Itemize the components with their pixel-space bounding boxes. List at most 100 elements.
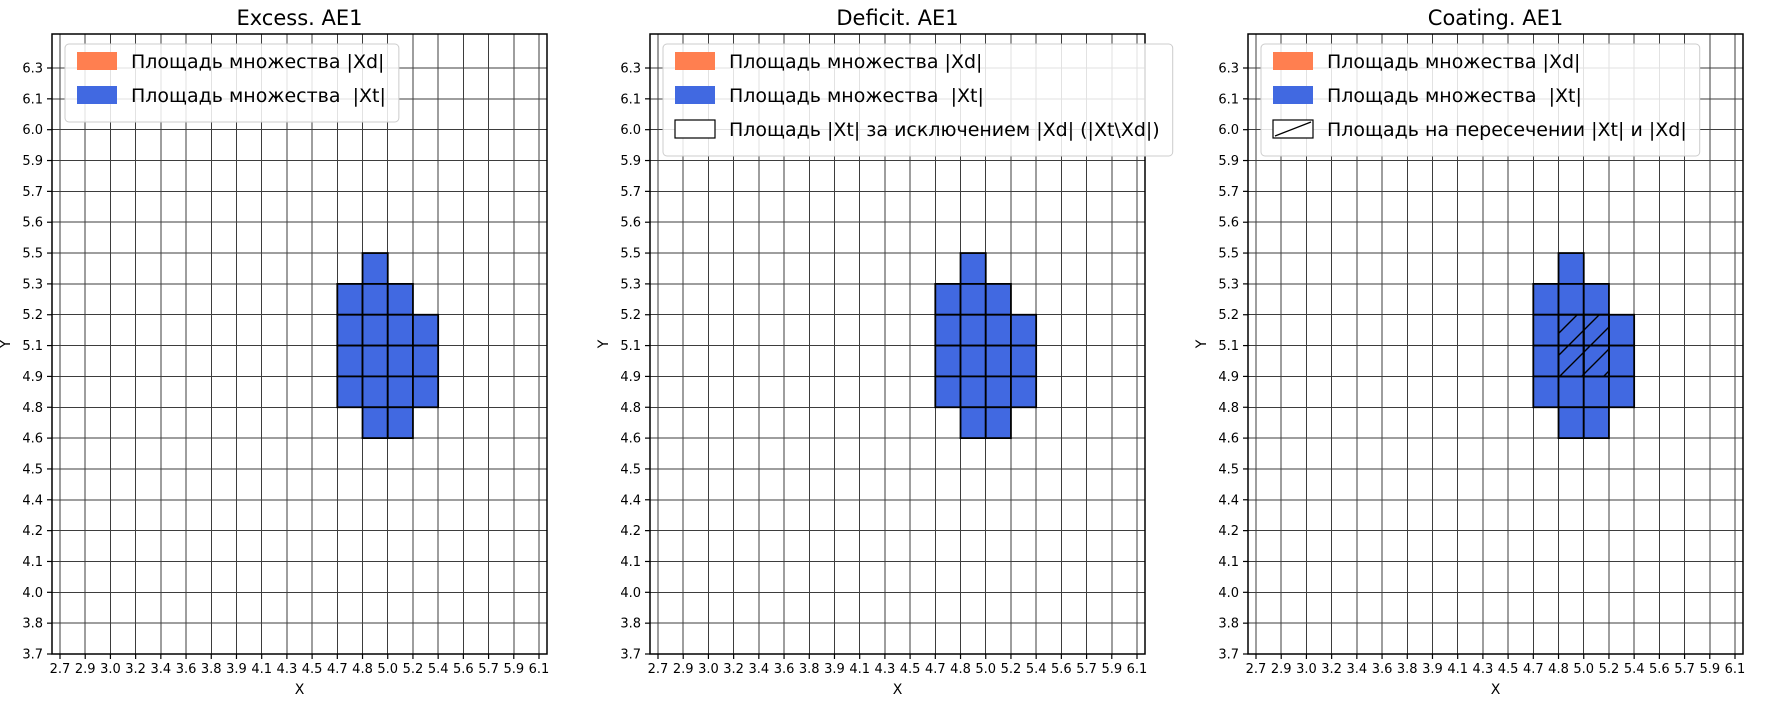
panel-2: 2.7 2.9 3.0 3.2 3.4 3.6 3.8 3.9 4.1 4.3 4.5 4.7 4.8 5… <box>596 6 1174 698</box>
y-tick-label: 4.1 <box>22 555 43 570</box>
y-tick-label: 5.5 <box>22 247 43 262</box>
legend <box>1260 43 1701 157</box>
x-tick-label: 4.3 <box>875 662 896 677</box>
y-tick-label: 5.2 <box>1218 308 1239 323</box>
intersection-cell <box>1582 313 1610 347</box>
axes-frame <box>1247 33 1744 655</box>
y-tick-label: 5.6 <box>1218 216 1239 231</box>
xt-cell <box>959 313 987 347</box>
axes-frame <box>51 33 548 655</box>
y-axis-label: Y <box>596 339 612 349</box>
xt-cell <box>361 252 389 285</box>
panel-title: Deficit. AE1 <box>836 6 958 30</box>
y-tick-label: 4.2 <box>22 524 43 539</box>
x-tick-label: 4.5 <box>302 662 323 677</box>
legend-swatch-hatch <box>1274 121 1312 137</box>
y-tick-label: 3.7 <box>22 648 43 663</box>
y-tick-label: 4.4 <box>620 493 641 508</box>
y-tick-label: 3.8 <box>22 617 43 632</box>
y-tick-label: 4.8 <box>1218 401 1239 416</box>
x-tick-label: 4.1 <box>251 662 272 677</box>
x-tick-label: 4.7 <box>925 662 946 677</box>
legend-swatch <box>674 119 716 139</box>
y-tick-label: 4.2 <box>620 524 641 539</box>
y-tick-label: 5.2 <box>22 308 43 323</box>
xt-cell <box>1532 344 1560 378</box>
x-axis-label: X <box>1491 682 1501 698</box>
x-tick-label: 5.9 <box>1101 662 1122 677</box>
x-tick-label: 3.4 <box>748 662 769 677</box>
xt-cell <box>934 282 962 316</box>
x-tick-label: 5.2 <box>1599 662 1620 677</box>
xt-cell <box>1010 344 1038 378</box>
x-tick-label: 5.7 <box>1674 662 1695 677</box>
x-tick-label: 5.0 <box>377 662 398 677</box>
xt-cell <box>1608 313 1636 347</box>
xt-cell <box>959 375 987 409</box>
x-tick-label: 3.6 <box>176 662 197 677</box>
legend <box>662 43 1174 157</box>
intersection-cell <box>1557 313 1585 347</box>
xt-cell <box>984 375 1012 409</box>
x-tick-label: 4.5 <box>1498 662 1519 677</box>
y-tick-label: 5.9 <box>22 154 43 169</box>
axes-frame <box>649 33 1146 655</box>
y-tick-label: 6.0 <box>22 123 43 138</box>
x-tick-label: 3.2 <box>125 662 146 677</box>
x-tick-label: 2.7 <box>648 662 669 677</box>
xt-cell <box>361 344 389 378</box>
xt-cell <box>1608 344 1636 378</box>
xt-cell <box>1557 252 1585 285</box>
y-tick-label: 5.1 <box>1218 339 1239 354</box>
panel-title: Excess. AE1 <box>236 6 362 30</box>
x-tick-label: 4.3 <box>1473 662 1494 677</box>
y-tick-label: 4.1 <box>1218 555 1239 570</box>
y-tick-label: 4.8 <box>22 401 43 416</box>
y-tick-label: 6.3 <box>1218 62 1239 77</box>
x-tick-label: 3.6 <box>774 662 795 677</box>
x-tick-label: 3.9 <box>1422 662 1443 677</box>
xt-cell <box>934 375 962 409</box>
x-tick-label: 4.5 <box>900 662 921 677</box>
xt-cell <box>361 313 389 347</box>
y-tick-label: 5.1 <box>620 339 641 354</box>
x-tick-label: 3.0 <box>100 662 121 677</box>
xt-cell <box>336 313 364 347</box>
x-tick-label: 4.7 <box>327 662 348 677</box>
xt-cell <box>361 406 389 440</box>
y-tick-label: 4.6 <box>1218 432 1239 447</box>
legend-swatch <box>675 86 715 104</box>
y-axis-label: Y <box>0 339 14 349</box>
y-tick-label: 4.9 <box>22 370 43 385</box>
y-tick-label: 4.2 <box>1218 524 1239 539</box>
x-tick-label: 2.9 <box>673 662 694 677</box>
xt-cell <box>361 375 389 409</box>
legend-label: Площадь множества |Xd| <box>1327 51 1580 73</box>
xt-cell <box>934 344 962 378</box>
y-tick-label: 5.3 <box>1218 277 1239 292</box>
x-tick-label: 6.1 <box>1725 662 1746 677</box>
y-tick-label: 6.0 <box>1218 123 1239 138</box>
xt-cell <box>386 406 414 440</box>
x-tick-label: 4.8 <box>950 662 971 677</box>
xt-cell <box>1532 282 1560 316</box>
y-tick-label: 3.8 <box>620 617 641 632</box>
y-tick-label: 3.7 <box>1218 648 1239 663</box>
xt-cell <box>1582 406 1610 440</box>
x-tick-label: 5.2 <box>1001 662 1022 677</box>
y-tick-label: 4.9 <box>1218 370 1239 385</box>
x-tick-label: 3.6 <box>1372 662 1393 677</box>
x-tick-label: 5.7 <box>1076 662 1097 677</box>
legend-swatch <box>77 86 117 104</box>
x-tick-label: 3.8 <box>1397 662 1418 677</box>
y-tick-label: 4.5 <box>1218 462 1239 477</box>
y-tick-label: 4.5 <box>22 462 43 477</box>
y-tick-label: 4.4 <box>22 493 43 508</box>
y-tick-label: 4.5 <box>620 462 641 477</box>
x-tick-label: 4.8 <box>1548 662 1569 677</box>
y-tick-label: 3.7 <box>620 648 641 663</box>
x-tick-label: 3.2 <box>1321 662 1342 677</box>
xt-cell <box>1557 375 1585 409</box>
xt-cell <box>984 344 1012 378</box>
